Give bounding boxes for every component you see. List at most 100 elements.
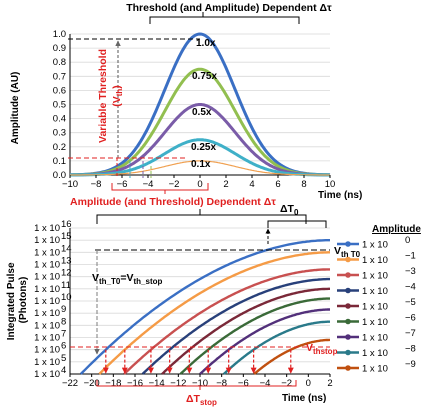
delta-tstop-bracket	[96, 380, 297, 390]
top-y-tick-label: 0.3	[53, 128, 66, 139]
bottom-y-tick-label: 1 x 10	[34, 284, 60, 295]
bottom-y-tick-label: 1 x 10	[34, 260, 60, 271]
bottom-y-tick-exponent: 8	[61, 316, 66, 327]
legend-swatch-marker	[345, 256, 351, 263]
top-title-bracket	[149, 12, 300, 24]
vth-t0-right-main: V	[334, 245, 341, 257]
top-x-tick-label: −2	[169, 179, 180, 190]
bottom-series-line	[79, 239, 330, 375]
legend-swatch-marker	[345, 241, 351, 247]
legend-entry-label: 1 x 10	[362, 271, 388, 282]
vth-eq-a-sub: th_T0	[99, 277, 121, 286]
top-chart-title: Threshold (and Amplitude) Dependent Δτ	[126, 2, 332, 14]
top-series-label: 0.75x	[192, 71, 217, 82]
legend-swatch-marker	[345, 318, 351, 325]
legend-entry-exponent: −5	[405, 297, 416, 308]
legend-entry-exponent: −8	[405, 344, 416, 355]
top-y-tick-label: 0.2	[53, 142, 66, 153]
bottom-y-tick-label: 1 x 10	[34, 235, 60, 246]
delta-tstop-sub: stop	[200, 398, 217, 407]
vth-eq-a: V	[92, 272, 99, 284]
bottom-y-ticks: 1 x 10 41 x 10 51 x 10 61 x 10 71 x 10 81 x 1…	[34, 219, 71, 380]
legend-entry-label: 1 x 10	[362, 348, 388, 359]
bottom-y-tick-label: 1 x 10	[34, 223, 60, 234]
bottom-x-axis-label: Time (ns)	[282, 393, 326, 404]
bottom-y-tick-exponent: 12	[61, 268, 72, 279]
legend-entry-exponent: −7	[405, 328, 416, 339]
bottom-y-tick-exponent: 10	[61, 292, 72, 303]
bottom-y-axis-label: Integrated Pulse (Photons)	[6, 260, 29, 341]
bottom-chart: ΔT0 Vth T0 Vth_T0=Vth_stop Vthstop −22 −2…	[6, 203, 421, 407]
vth-eq-mid: =V	[120, 272, 133, 284]
legend-entry-exponent: 0	[405, 235, 410, 246]
legend-swatch-marker	[345, 349, 351, 356]
bottom-x-tick-label: −4	[260, 378, 271, 389]
top-y-tick-label: 0.5	[53, 100, 66, 111]
legend-entry-label: 1 x 10	[362, 364, 388, 375]
top-curves: 1.0x 0.75x 0.5x 0.25x 0.1x	[69, 32, 331, 177]
vth-stop-sub: thstop	[313, 347, 338, 356]
bottom-series-line	[123, 268, 330, 375]
top-y-axis-label: Amplitude (AU)	[10, 72, 21, 145]
top-y-tick-label: 0.4	[53, 114, 66, 125]
bottom-y-tick-label: 1 x 10	[34, 247, 60, 258]
bottom-y-tick-label: 1 x 10	[34, 296, 60, 307]
bottom-y-tick-exponent: 4	[61, 365, 66, 376]
bottom-x-tick-label: −6	[238, 378, 249, 389]
variable-threshold-label: Variable Threshold	[97, 49, 109, 143]
bottom-y-tick-label: 1 x 10	[34, 272, 60, 283]
top-y-tick-label: 0.6	[53, 85, 66, 96]
bottom-series-line	[98, 251, 330, 375]
bottom-y-tick-exponent: 11	[61, 280, 71, 291]
variable-threshold-symbol: (Vth)	[111, 85, 124, 107]
top-x-tick-label: −4	[143, 179, 154, 190]
delta-tstop-label: ΔTstop	[186, 393, 217, 407]
legend-entry-label: 1 x 10	[362, 240, 388, 251]
top-y-tick-label: 0.0	[53, 170, 66, 181]
bottom-x-tick-label: −14	[149, 378, 165, 389]
bottom-series-line	[199, 308, 330, 375]
bottom-y-tick-exponent: 13	[61, 256, 72, 267]
bottom-y-tick-exponent: 5	[61, 353, 66, 364]
bottom-grid	[70, 227, 330, 363]
bottom-x-tick-label: −16	[127, 378, 143, 389]
bottom-series-line	[253, 338, 330, 375]
bottom-x-tick-label: 2	[327, 378, 332, 389]
vth-close: )	[111, 85, 123, 89]
top-series-line	[70, 103, 330, 177]
top-x-tick-label: 8	[301, 179, 306, 190]
top-y-tick-label: 0.7	[53, 71, 66, 82]
bottom-curves	[79, 239, 330, 375]
top-series-label: 0.5x	[192, 107, 212, 118]
bottom-y-axis-label-line2: (Photons)	[18, 277, 29, 324]
top-series-line	[69, 32, 331, 177]
delta-tstop-main: ΔT	[186, 393, 201, 405]
legend-swatch-marker	[345, 272, 351, 278]
vth-eq-b-sub: th_stop	[134, 277, 163, 286]
top-x-tick-label: 10	[325, 179, 336, 190]
bottom-y-tick-label: 1 x 10	[34, 320, 60, 331]
delta-t0-main: ΔT	[280, 203, 295, 215]
bottom-y-tick-label: 1 x 10	[34, 357, 60, 368]
bottom-x-tick-label: 0	[306, 378, 311, 389]
bottom-y-tick-label: 1 x 10	[34, 345, 60, 356]
top-x-ticks: −10 −8 −6 −4 −2 0 2 4 6 8 10	[62, 175, 335, 190]
legend-entry-exponent: −3	[405, 266, 416, 277]
delta-t0-bracket	[267, 220, 327, 228]
bottom-y-tick-label: 1 x 10	[34, 369, 60, 380]
vth-t0-right-sub: th T0	[341, 250, 361, 259]
bottom-series-line	[179, 297, 330, 375]
vth-open: (V	[111, 96, 123, 107]
bottom-y-tick-exponent: 15	[61, 231, 72, 242]
vth-equality-label: Vth_T0=Vth_stop	[92, 272, 163, 286]
legend-entry-exponent: −9	[405, 359, 416, 370]
bottom-y-tick-exponent: 9	[61, 304, 66, 315]
bottom-x-tick-label: −8	[216, 378, 227, 389]
bottom-y-tick-exponent: 7	[61, 329, 66, 340]
top-series-line	[70, 160, 330, 176]
legend-swatch-marker	[345, 303, 351, 309]
top-y-tick-label: 0.1	[53, 156, 66, 167]
legend-entry-exponent: −1	[405, 251, 416, 262]
